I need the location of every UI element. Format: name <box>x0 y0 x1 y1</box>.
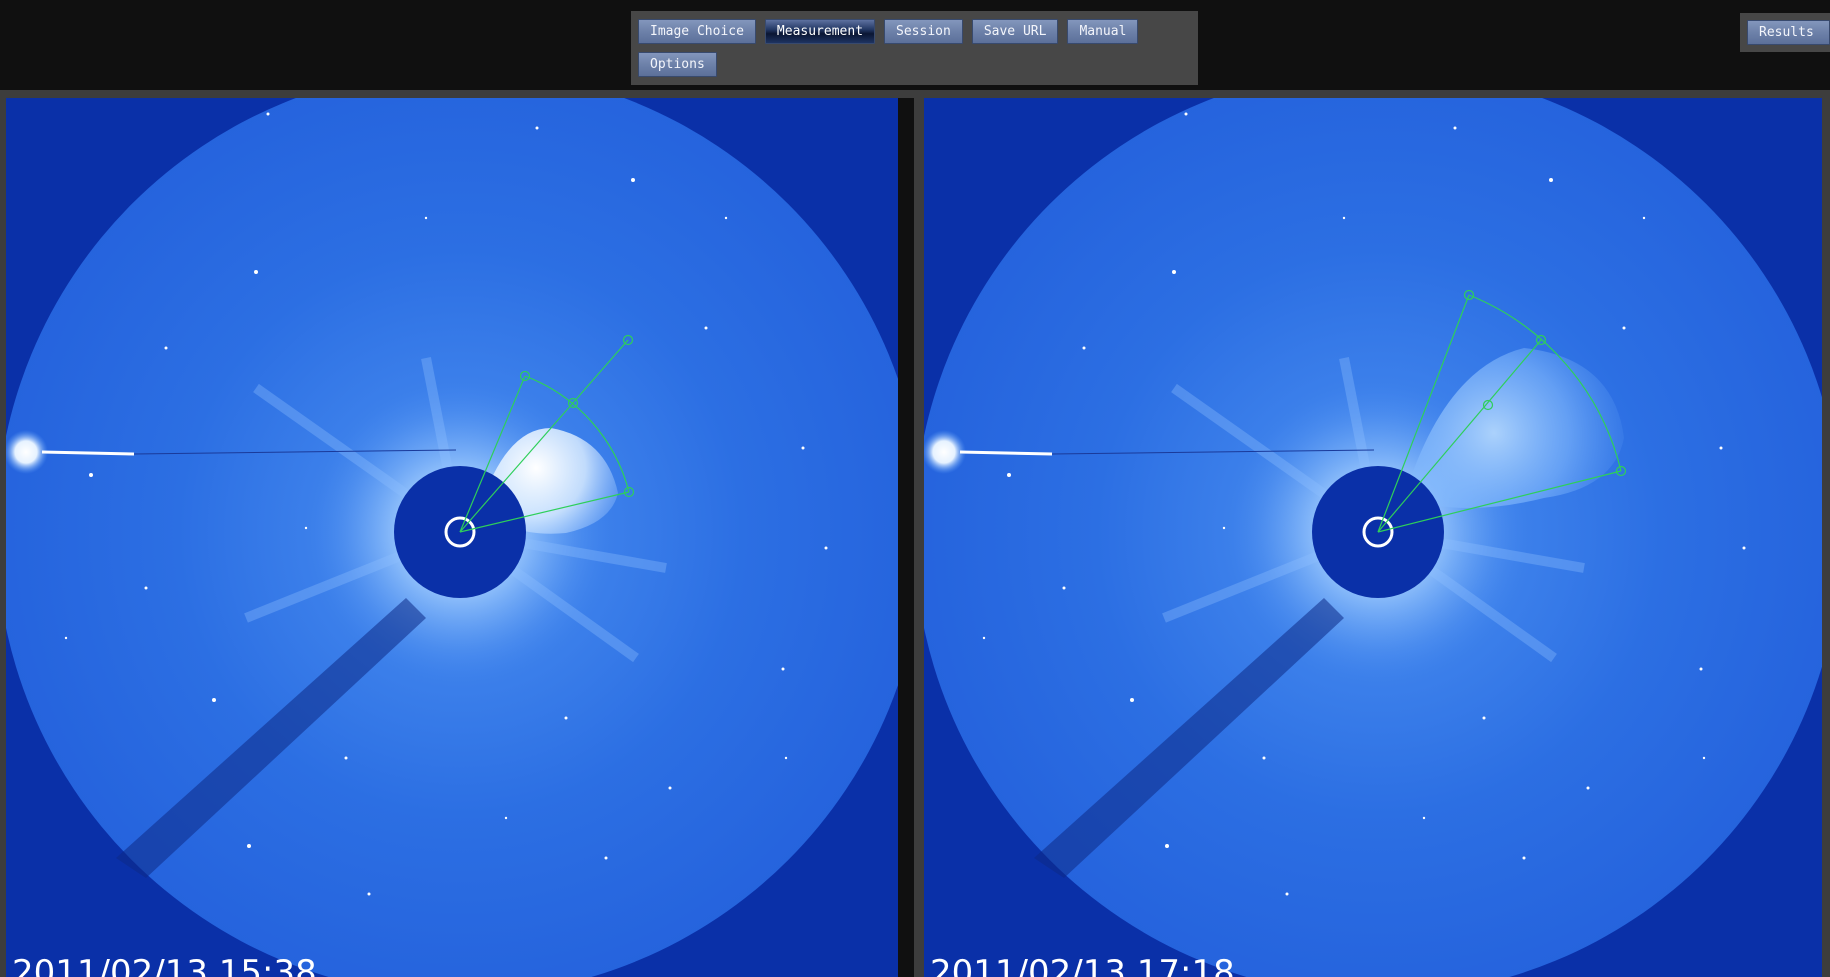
handle-point[interactable] <box>567 397 579 409</box>
image-panel-left: 2011/02/13 15:38 <box>0 98 898 977</box>
measurement-left-edge <box>459 375 526 533</box>
planet-streak <box>959 450 1053 456</box>
measurement-center-line <box>1377 339 1542 533</box>
star-field <box>982 112 1746 896</box>
save-url-button[interactable]: Save URL <box>971 19 1059 44</box>
measurement-right-edge <box>459 491 630 533</box>
planet-streak <box>41 450 135 456</box>
measurement-right-edge <box>1377 470 1622 533</box>
handle-point[interactable] <box>622 334 634 346</box>
measurement-arc <box>524 375 630 493</box>
star-field <box>64 112 828 896</box>
handle-point[interactable] <box>623 486 635 498</box>
options-button[interactable]: Options <box>638 52 717 77</box>
image-timestamp: 2011/02/13 15:38 <box>12 953 317 977</box>
saturation-line <box>1051 449 1375 455</box>
manual-button[interactable]: Manual <box>1067 19 1139 44</box>
coronagraph-image-right[interactable]: 2011/02/13 17:18 <box>924 98 1822 977</box>
measurement-overlay[interactable] <box>1377 289 1627 533</box>
results-button[interactable]: Results <box>1747 20 1830 45</box>
pylon-shadow <box>1034 598 1344 878</box>
measurement-arc <box>1468 294 1622 472</box>
handle-point[interactable] <box>1615 465 1627 477</box>
image-panel-right: 2011/02/13 17:18 <box>914 98 1830 977</box>
image-timestamp: 2011/02/13 17:18 <box>930 953 1235 977</box>
handle-point[interactable] <box>519 370 531 382</box>
cme-expanding-region <box>1404 348 1624 508</box>
image-choice-button[interactable]: Image Choice <box>638 19 756 44</box>
results-container: Results <box>1740 13 1830 52</box>
saturation-line <box>133 449 457 455</box>
bright-planet <box>6 430 48 474</box>
measurement-overlay[interactable] <box>459 334 635 533</box>
handle-point[interactable] <box>1535 334 1547 346</box>
measurement-center-line <box>459 339 629 533</box>
handle-point[interactable] <box>1463 289 1475 301</box>
measurement-button[interactable]: Measurement <box>764 19 876 44</box>
handle-point[interactable] <box>1482 399 1494 411</box>
panel-divider <box>0 90 1830 98</box>
bright-planet <box>924 430 966 474</box>
coronagraph-image-left[interactable]: 2011/02/13 15:38 <box>6 98 898 977</box>
measurement-left-edge <box>1377 294 1470 533</box>
session-button[interactable]: Session <box>884 19 963 44</box>
sun-limb-circle <box>1362 516 1394 548</box>
sun-limb-circle <box>444 516 476 548</box>
pylon-shadow <box>116 598 426 878</box>
toolbar: Image Choice Measurement Session Save UR… <box>631 11 1198 85</box>
